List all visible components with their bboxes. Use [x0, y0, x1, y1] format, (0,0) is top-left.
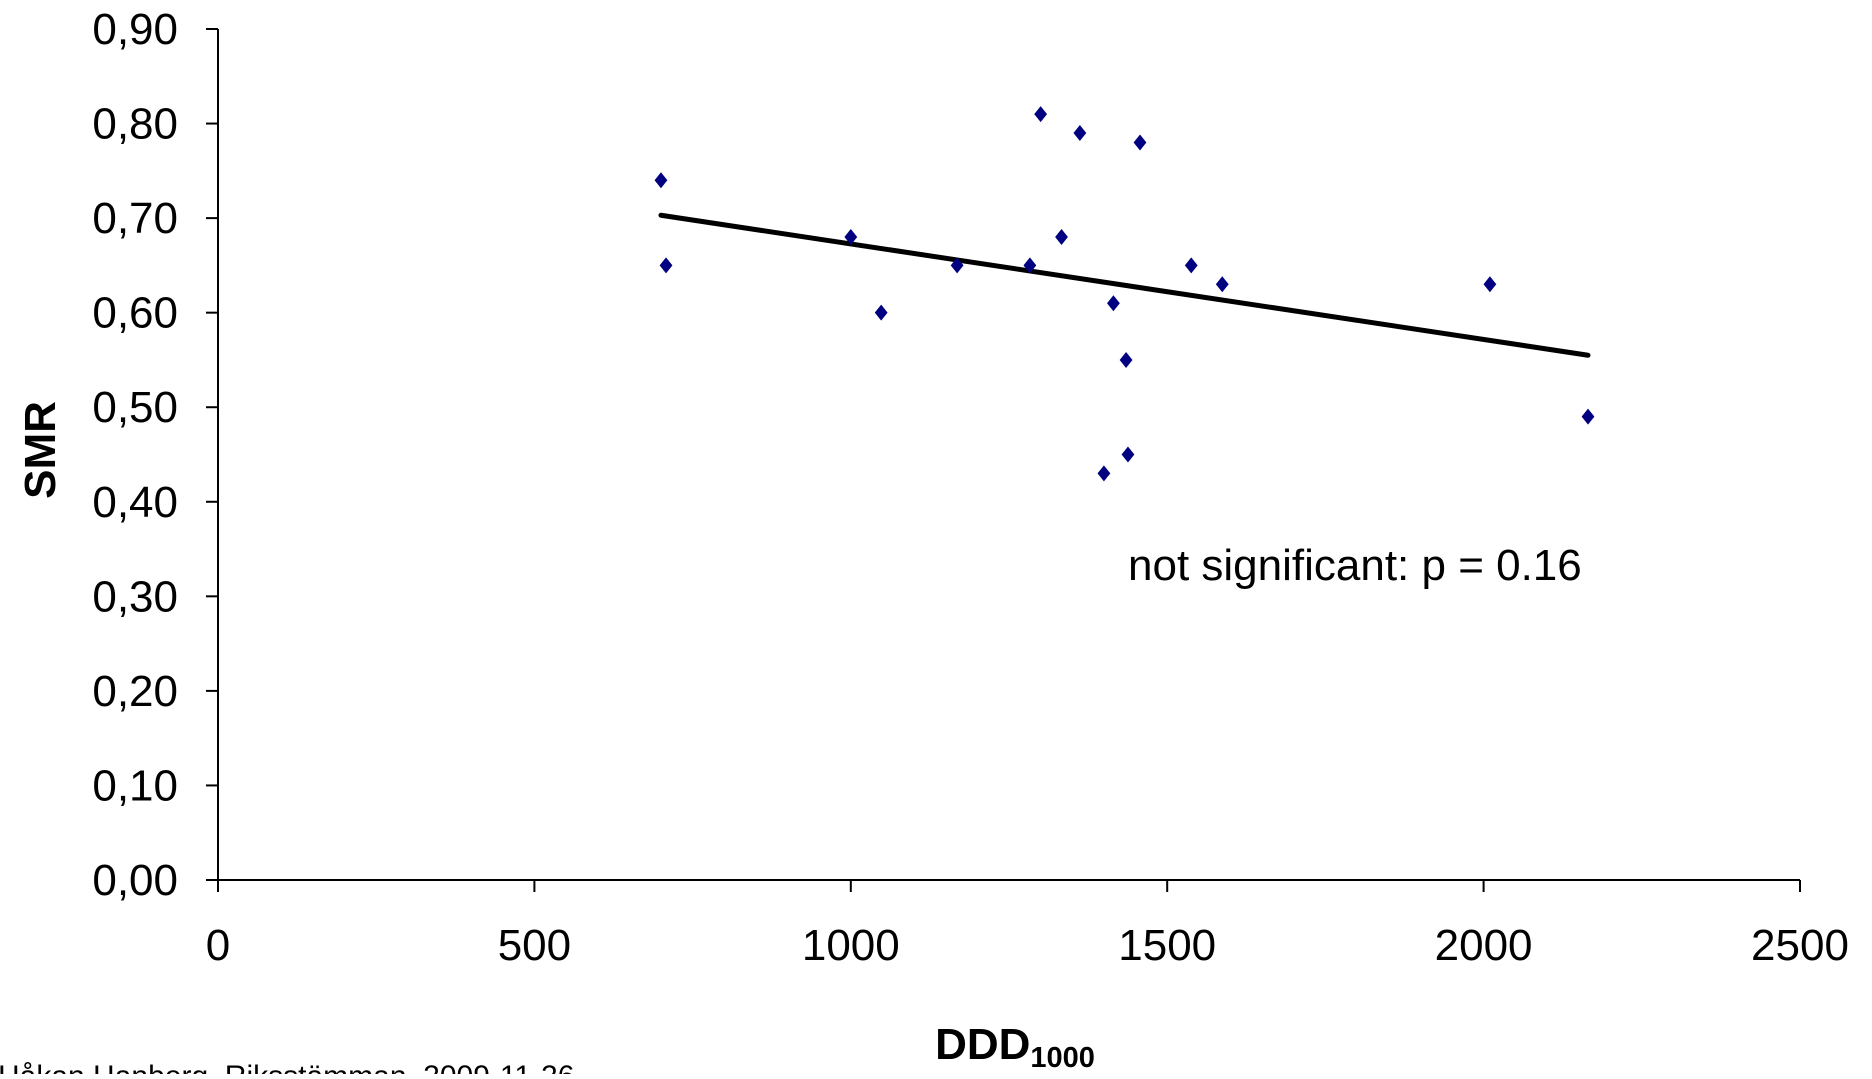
- footer-credit: Håkan Hanberg, Riksstämman, 2009-11-26: [0, 1060, 574, 1074]
- data-point: [950, 257, 964, 274]
- trendline: [658, 212, 1591, 358]
- y-tick-label: 0,30: [92, 572, 178, 621]
- data-point: [1055, 229, 1068, 246]
- x-axis-title: DDD1000: [935, 1020, 1095, 1074]
- y-tick-label: 0,10: [92, 761, 178, 810]
- data-point: [1107, 295, 1120, 312]
- axes: 0,00 0,10 0,20 0,30 0,40 0,50 0,60 0,70 0,80 0,90…: [92, 5, 1849, 970]
- y-tick-label: 0,70: [92, 194, 178, 243]
- data-point: [1034, 106, 1048, 123]
- data-point: [1121, 446, 1135, 463]
- x-tick-label: 2500: [1751, 921, 1849, 970]
- y-tick-label: 0,20: [92, 667, 178, 716]
- data-point: [659, 257, 673, 274]
- x-tick-label: 0: [206, 921, 230, 970]
- data-point: [844, 229, 858, 246]
- x-tick-label: 500: [498, 921, 571, 970]
- x-tick-label: 1500: [1118, 921, 1216, 970]
- y-tick-label: 0,40: [92, 478, 178, 527]
- y-tick-label: 0,00: [92, 856, 178, 905]
- data-point: [874, 304, 888, 321]
- data-point: [1483, 276, 1497, 293]
- y-tick-label: 0,80: [92, 100, 178, 149]
- y-axis-title: SMR: [16, 401, 65, 499]
- y-tick-label: 0,90: [92, 5, 178, 54]
- data-point: [1184, 257, 1198, 274]
- data-point: [1119, 351, 1133, 368]
- x-tick-label: 1000: [802, 921, 900, 970]
- y-tick-label: 0,60: [92, 289, 178, 338]
- x-tick-label: 2000: [1435, 921, 1533, 970]
- y-tick-label: 0,50: [92, 383, 178, 432]
- data-point: [1133, 134, 1147, 151]
- data-point: [1073, 125, 1087, 142]
- data-point: [1097, 465, 1111, 482]
- data-points: [654, 106, 1595, 482]
- data-point: [654, 172, 668, 189]
- data-point: [1581, 408, 1595, 425]
- trendline-group: [658, 212, 1591, 358]
- data-point: [1023, 257, 1037, 274]
- x-axis-title-subscript: 1000: [1030, 1042, 1095, 1074]
- data-point: [1215, 276, 1229, 293]
- x-axis-title-main: DDD: [935, 1020, 1030, 1069]
- significance-annotation: not significant: p = 0.16: [1128, 541, 1582, 590]
